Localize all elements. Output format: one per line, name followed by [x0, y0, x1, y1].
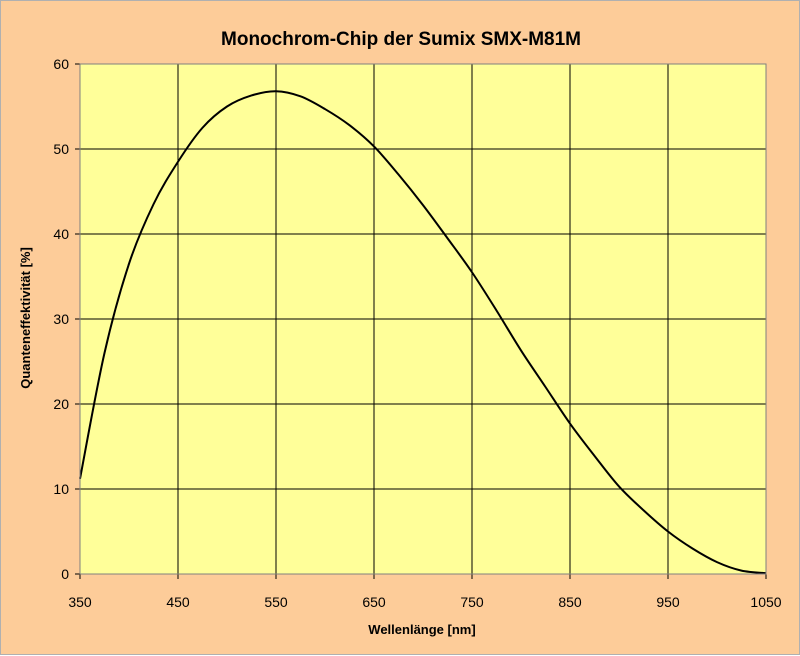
x-tick-label: 1050	[750, 594, 781, 610]
y-tick-label: 60	[53, 56, 69, 72]
tick-labels: 350 450 550 650 750 850 950 1050 0 10 20 30 40 50 60	[53, 56, 781, 610]
y-tick-label: 0	[61, 566, 69, 582]
x-tick-label: 650	[362, 594, 386, 610]
y-tick-label: 10	[53, 481, 69, 497]
x-tick-label: 550	[264, 594, 288, 610]
x-tick-label: 350	[68, 594, 92, 610]
y-axis-label: Quanteneffektivität [%]	[18, 247, 33, 389]
x-tick-label: 850	[558, 594, 582, 610]
plot-border	[79, 63, 767, 575]
series-curve	[79, 90, 767, 575]
x-axis-label: Wellenlänge [nm]	[368, 622, 475, 637]
x-tick-label: 950	[656, 594, 680, 610]
y-tick-label: 40	[53, 226, 69, 242]
y-tick-label: 30	[53, 311, 69, 327]
y-tick-label: 50	[53, 141, 69, 157]
chart-title: Monochrom-Chip der Sumix SMX-M81M	[221, 29, 581, 50]
x-tick-label: 750	[460, 594, 484, 610]
y-tick-label: 20	[53, 396, 69, 412]
x-tick-label: 450	[166, 594, 190, 610]
